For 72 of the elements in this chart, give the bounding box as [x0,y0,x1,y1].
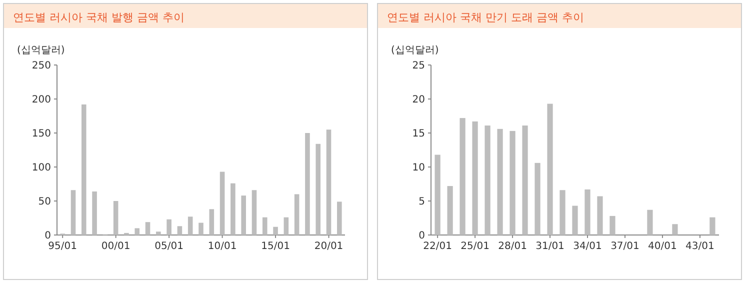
bar [220,172,225,235]
x-tick-label: 10/01 [208,241,237,252]
bar [672,224,678,235]
bar [241,196,246,235]
bar [198,222,204,235]
bar [316,144,321,235]
y-tick-label: 5 [418,196,425,208]
bar [70,190,76,235]
y-tick-label: 0 [418,230,425,242]
bar [166,219,172,235]
y-tick-label: 20 [412,94,425,106]
bar [560,190,566,235]
bar [81,104,86,235]
bar [547,104,553,235]
bar [434,154,440,235]
bar [497,128,503,235]
y-tick-label: 200 [32,94,51,106]
bar [447,186,453,235]
bar [294,194,300,235]
y-tick-label: 150 [32,128,51,140]
y-tick-label: 50 [38,196,51,208]
x-tick-label: 15/01 [261,241,290,252]
x-tick-label: 43/01 [686,241,714,252]
x-tick-label: 40/01 [648,241,677,252]
bar [252,190,257,235]
y-tick-label: 250 [32,60,51,72]
y-tick-label: 10 [412,162,425,174]
bar [156,232,161,235]
y-axis-title: (십억달러) [391,45,439,56]
x-tick-label: 00/01 [101,241,130,252]
bar [177,226,182,235]
bar [484,126,490,235]
y-axis-title: (십억달러) [17,45,65,56]
bar [647,210,653,235]
chart-title: 연도별 러시아 국채 발행 금액 추이 [13,11,184,24]
x-tick-label: 34/01 [573,241,602,252]
bar [584,189,590,235]
bar [113,201,118,235]
y-tick-label: 25 [412,60,425,72]
bar [134,228,140,235]
bar [273,226,278,235]
bar [572,206,578,235]
x-tick-label: 20/01 [314,241,344,252]
x-tick-label: 25/01 [460,241,490,252]
x-tick-label: 05/01 [154,241,184,252]
bar [145,222,150,235]
bar [472,121,478,235]
bar [610,216,616,235]
y-tick-label: 100 [32,162,51,174]
bar [510,130,516,235]
bar [188,216,193,235]
bar [534,162,540,235]
bar [262,217,268,235]
bar [326,130,332,235]
x-tick-label: 28/01 [498,241,527,252]
bar [209,209,214,235]
bar [522,126,528,235]
x-tick-label: 22/01 [423,241,452,252]
chart-title: 연도별 러시아 국채 만기 도래 금액 추이 [387,11,584,24]
bar [337,202,342,235]
bar [460,118,466,235]
bar [92,191,97,235]
x-tick-label: 31/01 [536,241,564,252]
bar [305,133,310,235]
bar [230,183,236,235]
x-tick-label: 37/01 [610,241,640,252]
bar [710,217,716,235]
bar [597,196,603,235]
bar [284,217,289,235]
x-tick-label: 95/01 [48,241,78,252]
y-tick-label: 15 [412,128,425,140]
y-tick-label: 0 [44,230,51,242]
